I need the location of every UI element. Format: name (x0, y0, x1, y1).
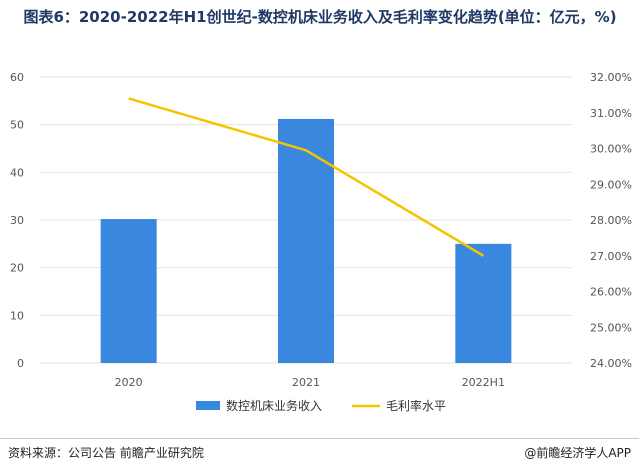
left-tick-label: 20 (10, 262, 24, 275)
left-tick-label: 0 (17, 357, 24, 370)
legend: 数控机床业务收入 毛利率水平 (196, 398, 446, 413)
right-tick-label: 29.00% (590, 178, 632, 191)
left-axis-ticks: 0 10 20 30 40 50 60 (10, 71, 24, 370)
bar-series (100, 118, 512, 364)
brand-note: @前瞻经济学人APP (524, 446, 631, 460)
x-tick-label: 2022H1 (462, 376, 505, 389)
right-tick-label: 31.00% (590, 107, 632, 120)
left-tick-label: 40 (10, 166, 24, 179)
left-tick-label: 50 (10, 119, 24, 132)
bar (100, 219, 157, 363)
bar (455, 243, 512, 363)
source-note: 资料来源：公司公告 前瞻产业研究院 (8, 446, 204, 460)
x-tick-label: 2021 (292, 376, 320, 389)
footer-divider (0, 438, 639, 439)
bar (278, 118, 334, 364)
right-tick-label: 32.00% (590, 71, 632, 84)
right-tick-label: 24.00% (590, 357, 632, 370)
left-tick-label: 30 (10, 214, 24, 227)
right-tick-label: 28.00% (590, 214, 632, 227)
right-axis-ticks: 24.00% 25.00% 26.00% 27.00% 28.00% 29.00% 30.0… (590, 71, 632, 370)
x-tick-label: 2020 (115, 376, 143, 389)
legend-label-bar: 数控机床业务收入 (226, 398, 322, 413)
x-axis-ticks: 2020 2021 2022H1 (115, 376, 505, 389)
right-tick-label: 25.00% (590, 321, 632, 334)
right-tick-label: 30.00% (590, 143, 632, 156)
left-tick-label: 60 (10, 71, 24, 84)
legend-label-line: 毛利率水平 (386, 398, 446, 413)
right-tick-label: 26.00% (590, 286, 632, 299)
left-tick-label: 10 (10, 309, 24, 322)
chart-title: 图表6：2020-2022年H1创世纪-数控机床业务收入及毛利率变化趋势(单位：… (23, 8, 617, 26)
right-tick-label: 27.00% (590, 250, 632, 263)
chart: 0 10 20 30 40 50 60 24.00% 25.00% 26.00% 27.00% 28… (10, 71, 632, 413)
line-series (128, 97, 484, 257)
legend-swatch-bar (196, 401, 220, 410)
